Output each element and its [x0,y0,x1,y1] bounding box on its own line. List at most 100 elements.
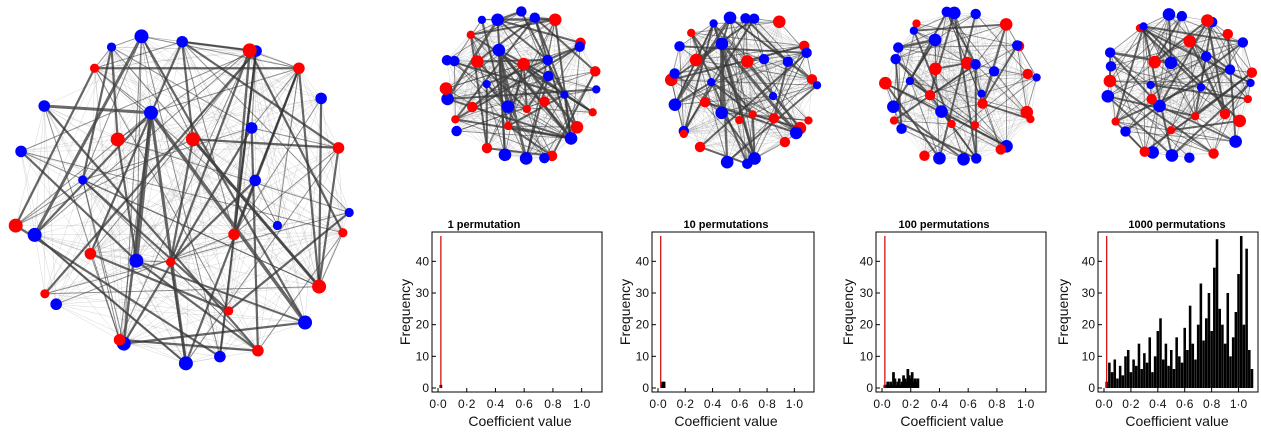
network-edge [1151,20,1208,100]
network-edge [456,130,572,139]
histogram-bar [884,384,888,388]
network-edge [233,147,339,235]
network-node [1012,40,1023,51]
network-edge [33,111,152,236]
network-edge [763,59,809,121]
network-edge [1139,27,1226,115]
network-edge [1206,56,1236,142]
network-edge [754,18,807,54]
network-node [687,28,696,38]
network-edge [753,18,789,62]
network-edge [898,47,1001,150]
network-node [344,207,354,218]
histogram-bar [905,381,908,388]
histogram-bar [1237,274,1240,388]
network-edge [181,41,195,140]
network-edge [683,32,692,132]
network-edge [454,60,509,107]
network-node [517,57,530,71]
network-edge [1170,62,1236,142]
network-edge [181,41,350,213]
network-node [312,279,327,294]
y-tick-label: 40 [860,254,874,268]
network-edge [671,79,755,159]
network-edge [953,12,976,65]
network-edge [257,232,344,352]
network-edge [181,40,340,149]
network-edge [318,147,340,287]
network-edge [486,19,556,149]
network-edge [1168,14,1208,21]
network-edge [683,133,748,165]
x-tick-label: 0·4 [1149,397,1167,411]
network-edge [544,71,596,102]
network-edge [916,23,977,159]
network-edge [753,18,818,86]
network-edge [953,12,1002,150]
network-edge [929,45,1020,96]
network-node [1233,114,1247,128]
network-node [1103,74,1117,88]
network-edge [543,71,596,159]
network-edge [56,304,258,351]
network-edge [726,84,818,163]
network-edge [498,19,556,51]
network-edge [1115,14,1170,122]
network-edge [1109,80,1173,156]
network-edge [498,42,581,51]
network-edge-strong [522,62,579,129]
histogram-bar [1248,350,1251,388]
histogram-bar [889,381,892,388]
network-edge [544,89,597,159]
network-node [909,26,918,35]
network-edge [951,71,995,125]
network-edge [1144,42,1244,152]
network-edge [699,59,765,148]
network-edge [893,24,1007,121]
network-edge [1211,22,1231,70]
network-edge [56,303,306,323]
network-node [1246,78,1255,88]
histogram-bar [1207,293,1211,388]
histogram-bar [1156,331,1160,388]
histogram-bar [903,378,907,388]
network-edge [994,71,1028,75]
network-edge [90,225,278,254]
network-node [947,119,956,129]
network-edge [508,89,597,127]
network-edge [20,150,343,234]
y-tick-label: 0 [1088,381,1095,395]
network-edge [192,138,339,149]
network-edge [44,105,229,311]
network-edge [486,89,597,149]
histogram-bar [915,381,918,388]
network-edge [1109,14,1170,82]
network-node [935,105,948,118]
network-edge [747,52,807,62]
network-edge [44,105,137,261]
y-tick-label: 40 [636,254,650,268]
network-edge [82,179,187,364]
network-edge [548,46,580,77]
network-node [134,29,149,44]
network-edge [182,40,250,52]
network-edge [674,73,786,143]
network-edge [117,49,250,140]
network-node [504,121,513,131]
network-edge [20,151,46,294]
network-edge [94,68,252,129]
network-edge [525,46,580,159]
network-edge-strong [1206,19,1227,116]
network-edge [953,12,978,159]
network-edge [929,12,956,96]
network-edge [1170,98,1248,131]
network-edge [1114,120,1146,153]
network-edge [455,89,597,120]
network-edge [477,19,556,62]
histogram-bar [894,384,898,388]
network-node [1190,112,1200,121]
network-node [492,43,506,57]
network-edge [674,85,818,105]
network-node [1111,117,1120,126]
network-edge [930,73,1028,96]
